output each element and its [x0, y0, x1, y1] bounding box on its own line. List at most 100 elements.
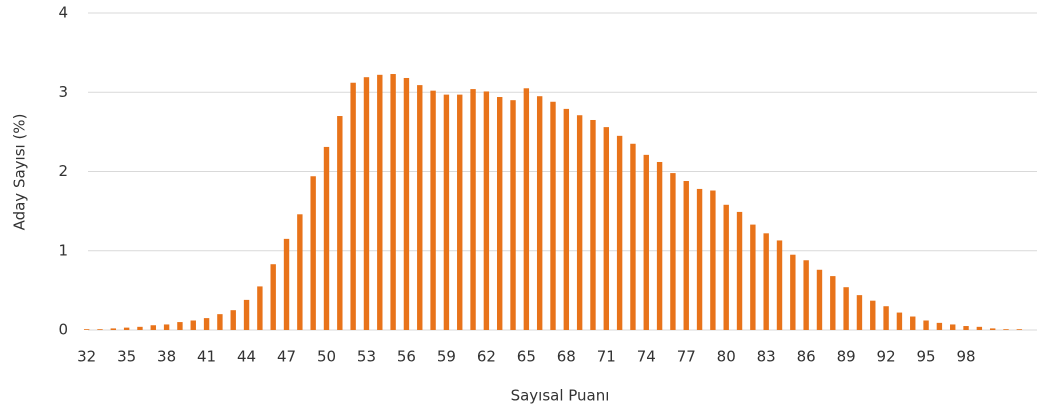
x-tick-label: 77	[677, 348, 696, 366]
bar	[696, 188, 703, 330]
x-axis-title: Sayısal Puanı	[511, 387, 610, 405]
bar	[976, 326, 983, 330]
bar	[283, 238, 290, 330]
y-tick-label: 1	[58, 241, 68, 259]
x-tick-label: 62	[477, 348, 496, 366]
bar	[217, 314, 223, 330]
x-tick-label: 53	[357, 348, 376, 366]
bar	[536, 96, 543, 331]
x-tick-label: 71	[597, 348, 616, 366]
x-tick-label: 86	[797, 348, 816, 366]
bar	[590, 119, 596, 330]
bar	[883, 306, 889, 330]
bar	[576, 115, 583, 330]
x-tick-label: 65	[517, 348, 536, 366]
bar	[470, 89, 476, 330]
x-tick-label: 35	[117, 348, 136, 366]
bar	[123, 327, 130, 330]
bar	[230, 310, 236, 330]
x-tick-label: 68	[557, 348, 576, 366]
bar	[790, 254, 796, 330]
bar	[350, 82, 356, 331]
bar	[616, 135, 623, 330]
bar	[643, 154, 649, 330]
y-tick-label: 0	[58, 321, 68, 339]
bar	[110, 328, 117, 330]
bar	[683, 181, 689, 330]
bar	[736, 211, 743, 330]
x-tick-label: 80	[717, 348, 736, 366]
y-axis-title: Aday Sayısı (%)	[11, 114, 29, 231]
x-tick-label: 92	[877, 348, 896, 366]
bar	[856, 295, 863, 330]
bar	[270, 264, 276, 330]
x-tick-label: 98	[956, 348, 975, 366]
bar	[723, 204, 729, 330]
x-tick-label: 32	[77, 348, 96, 366]
bar	[137, 326, 143, 330]
bar	[870, 300, 876, 330]
x-tick-label: 89	[837, 348, 856, 366]
bar	[710, 190, 716, 330]
bar	[656, 161, 663, 330]
bar	[550, 101, 556, 330]
bar	[430, 90, 436, 330]
y-tick-label: 4	[58, 4, 68, 22]
bar	[950, 324, 956, 330]
x-tick-label: 74	[637, 348, 656, 366]
bar	[177, 322, 183, 330]
bar	[150, 325, 156, 330]
bar	[83, 329, 90, 330]
bar	[630, 143, 636, 330]
bar	[457, 94, 463, 330]
bar	[310, 176, 316, 330]
bar	[603, 127, 609, 331]
bar	[1003, 329, 1009, 330]
y-tick-label: 3	[58, 83, 68, 101]
bar	[163, 324, 170, 330]
bar	[377, 74, 383, 330]
bar	[323, 146, 330, 330]
bar	[243, 299, 250, 330]
bar	[670, 173, 676, 330]
x-tick-label: 95	[917, 348, 936, 366]
bar	[203, 318, 210, 330]
x-tick-label: 50	[317, 348, 336, 366]
bar	[803, 260, 809, 330]
bar	[190, 320, 196, 330]
bar	[763, 233, 769, 330]
bar	[523, 88, 530, 330]
bar	[417, 85, 423, 331]
x-tick-label: 47	[277, 348, 296, 366]
bar	[483, 91, 490, 331]
bar	[257, 286, 263, 330]
x-tick-label: 56	[397, 348, 416, 366]
bar	[1016, 329, 1023, 330]
bar	[750, 224, 756, 330]
x-tick-label: 83	[757, 348, 776, 366]
bar	[923, 320, 929, 330]
x-tick-label: 38	[157, 348, 176, 366]
bar	[963, 326, 969, 330]
bar	[910, 316, 916, 330]
bar	[497, 97, 503, 330]
bar	[363, 77, 370, 330]
x-tick-label: 41	[197, 348, 216, 366]
y-tick-label: 2	[58, 162, 68, 180]
bar	[843, 287, 849, 330]
bar	[403, 77, 410, 330]
bar	[936, 322, 943, 330]
bar	[563, 108, 570, 330]
bar	[896, 312, 903, 330]
bar	[97, 329, 103, 330]
x-tick-label: 59	[437, 348, 456, 366]
bar	[337, 116, 343, 331]
bar	[390, 74, 396, 331]
bar	[776, 240, 783, 330]
x-tick-label: 44	[237, 348, 256, 366]
bar	[816, 269, 823, 330]
bar	[830, 276, 836, 330]
bar	[443, 94, 450, 330]
bar	[297, 214, 303, 330]
